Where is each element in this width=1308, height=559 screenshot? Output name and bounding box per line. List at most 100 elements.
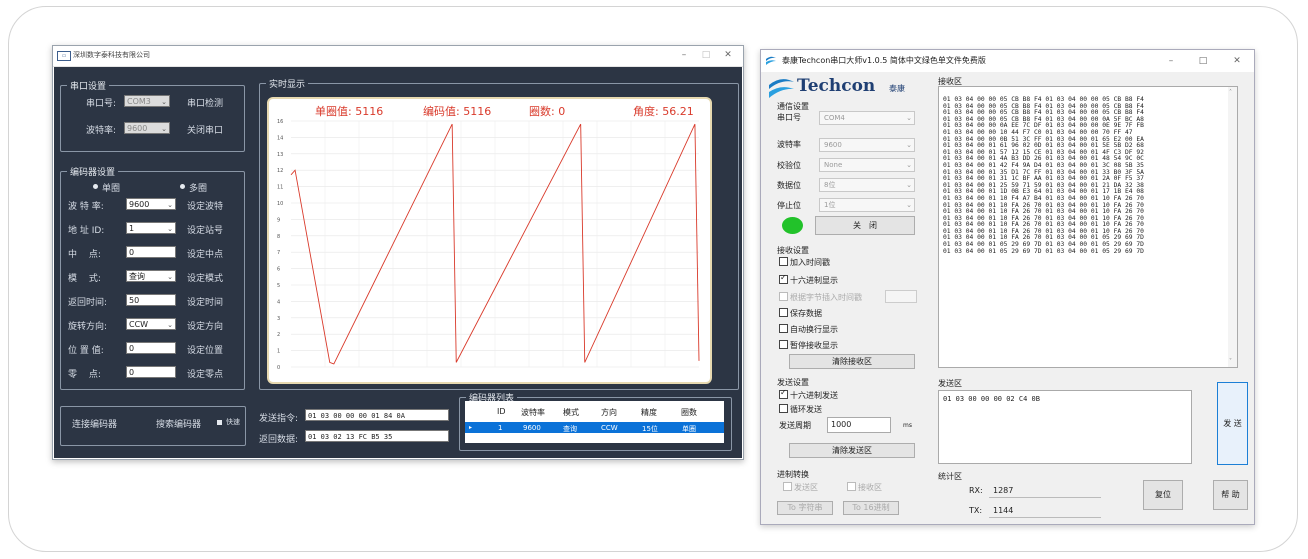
recv-scrollbar[interactable]: ˄ ˅ — [1228, 87, 1237, 367]
close-port-button[interactable]: 关闭串口 — [187, 126, 224, 136]
set-mode-button[interactable]: 设定模式 — [187, 274, 224, 284]
recv-line: 01 03 04 00 01 31 1C BF AA 01 03 04 00 0… — [943, 175, 1144, 183]
close-port-button[interactable]: 关 闭 — [815, 216, 915, 235]
auto-wrap-checkbox[interactable] — [779, 324, 788, 333]
close-button[interactable]: ✕ — [724, 50, 732, 60]
recv-line: 01 03 04 00 00 05 CB B8 F4 01 03 04 00 0… — [943, 109, 1144, 117]
hex-send-checkbox[interactable]: ✓ — [779, 388, 788, 399]
hex-display-checkbox[interactable]: ✓ — [779, 273, 788, 284]
port-select[interactable]: COM4 ⌄ — [819, 111, 915, 125]
mode-select[interactable]: 查询 ⌄ — [126, 270, 176, 282]
send-textarea[interactable]: 01 03 00 00 00 02 C4 0B — [938, 390, 1192, 464]
maximize-button[interactable]: □ — [701, 50, 711, 60]
convert-recv-checkbox[interactable] — [847, 482, 856, 491]
fast-checkbox[interactable] — [217, 420, 222, 425]
direction-select[interactable]: CCW ⌄ — [126, 318, 176, 330]
parity-select[interactable]: None ⌄ — [819, 158, 915, 172]
recv-line: 01 03 04 00 01 05 29 69 7D 01 03 04 00 0… — [943, 241, 1144, 249]
send-cmd-label: 发送指令: — [259, 414, 299, 424]
chevron-down-icon: ⌄ — [906, 181, 912, 189]
timestamp-checkbox[interactable] — [779, 257, 788, 266]
recv-line: 01 03 04 00 01 42 F4 9A D4 01 03 04 00 0… — [943, 161, 1144, 169]
connect-encoder-button[interactable]: 连接编码器 — [72, 420, 118, 430]
minimize-button[interactable]: – — [681, 50, 687, 60]
single-turn-radio[interactable] — [93, 184, 98, 189]
send-button[interactable]: 发 送 — [1217, 382, 1248, 465]
column-header: ID — [497, 407, 506, 416]
app-icon: ▭ — [57, 51, 71, 61]
set-midpoint-button[interactable]: 设定中点 — [187, 250, 224, 260]
loop-send-checkbox[interactable] — [779, 404, 788, 413]
app-logo-icon — [766, 56, 776, 65]
y-tick-label: 8 — [277, 234, 280, 240]
encoder-tool-window: ▭ 深圳数字泰科技有限公司 – □ ✕ 串口设置 串口号: COM3 ⌄ 串口检测… — [52, 45, 744, 460]
zero-input[interactable]: 0 — [126, 366, 176, 378]
byte-timestamp-label: 根据字节插入时间戳 — [790, 293, 862, 302]
set-address-button[interactable]: 设定站号 — [187, 226, 224, 236]
help-button[interactable]: 帮 助 — [1213, 480, 1248, 510]
pause-display-checkbox[interactable] — [779, 340, 788, 349]
set-baud-button[interactable]: 设定波特 — [187, 202, 224, 212]
search-encoder-button[interactable]: 搜索编码器 — [156, 420, 202, 430]
minimize-button[interactable]: – — [1168, 56, 1174, 66]
baud-select[interactable]: 9600 ⌄ — [819, 138, 915, 152]
set-zero-button[interactable]: 设定零点 — [187, 370, 224, 380]
table-cell: 1 — [498, 424, 503, 432]
baud-select[interactable]: 9600 ⌄ — [124, 122, 170, 134]
to-string-button[interactable]: To 字符串 — [777, 501, 833, 515]
clear-send-button[interactable]: 清除发送区 — [789, 443, 915, 458]
byte-count-input[interactable] — [885, 290, 917, 303]
recv-settings-title: 接收设置 — [777, 246, 809, 255]
stopbits-select[interactable]: 1位 ⌄ — [819, 198, 915, 212]
enc-baud-label: 波 特 率: — [68, 202, 104, 212]
position-label: 位 置 值: — [68, 346, 104, 356]
baud-label: 波特率: — [86, 126, 117, 136]
maximize-button[interactable]: □ — [1198, 56, 1208, 66]
column-header: 模式 — [563, 408, 579, 417]
chevron-down-icon: ⌄ — [161, 98, 167, 106]
port-status-indicator — [782, 217, 803, 234]
recv-line: 01 03 04 00 01 35 D1 7C FF 01 03 04 00 0… — [943, 168, 1144, 176]
clear-recv-button[interactable]: 清除接收区 — [789, 354, 915, 369]
column-header: 精度 — [641, 408, 657, 417]
recv-textarea[interactable]: 01 03 04 00 00 05 CB B8 F4 01 03 04 00 0… — [938, 86, 1238, 368]
set-direction-button[interactable]: 设定方向 — [187, 322, 224, 332]
table-row[interactable] — [465, 422, 724, 433]
set-time-button[interactable]: 设定时间 — [187, 298, 224, 308]
databits-select[interactable]: 8位 ⌄ — [819, 178, 915, 192]
byte-timestamp-checkbox[interactable] — [779, 292, 788, 301]
recv-line: 01 03 04 00 01 05 29 69 7D 01 03 04 00 0… — [943, 247, 1144, 255]
recv-line: 01 03 04 00 01 10 FA 26 70 01 03 04 00 0… — [943, 227, 1144, 235]
to-hex-button[interactable]: To 16进制 — [843, 501, 899, 515]
set-position-button[interactable]: 设定位置 — [187, 346, 224, 356]
chevron-down-icon: ⌄ — [906, 114, 912, 122]
scroll-down-icon[interactable]: ˅ — [1229, 358, 1232, 365]
table-cell: 15位 — [642, 425, 658, 433]
tx-label: TX: — [969, 506, 983, 515]
save-data-checkbox[interactable] — [779, 308, 788, 317]
recv-line: 01 03 04 00 01 10 FA 26 70 01 03 04 00 0… — [943, 201, 1144, 209]
recv-line: 01 03 04 00 01 10 FA 26 70 01 03 04 00 0… — [943, 214, 1144, 222]
send-cmd-field[interactable]: 01 03 00 00 00 01 84 0A — [305, 409, 449, 421]
table-cell: 9600 — [523, 424, 541, 432]
port-select[interactable]: COM3 ⌄ — [124, 95, 170, 107]
encoder-list-table: ID 波特率 模式 方向 精度 圈数 ▸ 1 9600 查询 CCW 15位 单… — [465, 401, 724, 443]
reset-button[interactable]: 复位 — [1143, 480, 1183, 510]
chevron-down-icon: ⌄ — [906, 141, 912, 149]
return-time-input[interactable]: 50 — [126, 294, 176, 306]
close-button[interactable]: ✕ — [1233, 56, 1241, 66]
rx-value: 1287 — [993, 486, 1014, 495]
enc-baud-select[interactable]: 9600 ⌄ — [126, 198, 176, 210]
midpoint-input[interactable]: 0 — [126, 246, 176, 258]
recv-data-label: 返回数据: — [259, 435, 299, 445]
convert-send-checkbox[interactable] — [783, 482, 792, 491]
multi-turn-radio[interactable] — [180, 184, 185, 189]
recv-lines: 01 03 04 00 00 05 CB B8 F4 01 03 04 00 0… — [943, 96, 1237, 255]
return-time-label: 返回时间: — [68, 298, 108, 308]
position-input[interactable]: 0 — [126, 342, 176, 354]
detect-port-button[interactable]: 串口检测 — [187, 99, 224, 109]
address-select[interactable]: 1 ⌄ — [126, 222, 176, 234]
period-input[interactable]: 1000 — [827, 417, 891, 433]
scroll-up-icon[interactable]: ˄ — [1229, 89, 1232, 96]
convert-title: 进制转换 — [777, 470, 809, 479]
